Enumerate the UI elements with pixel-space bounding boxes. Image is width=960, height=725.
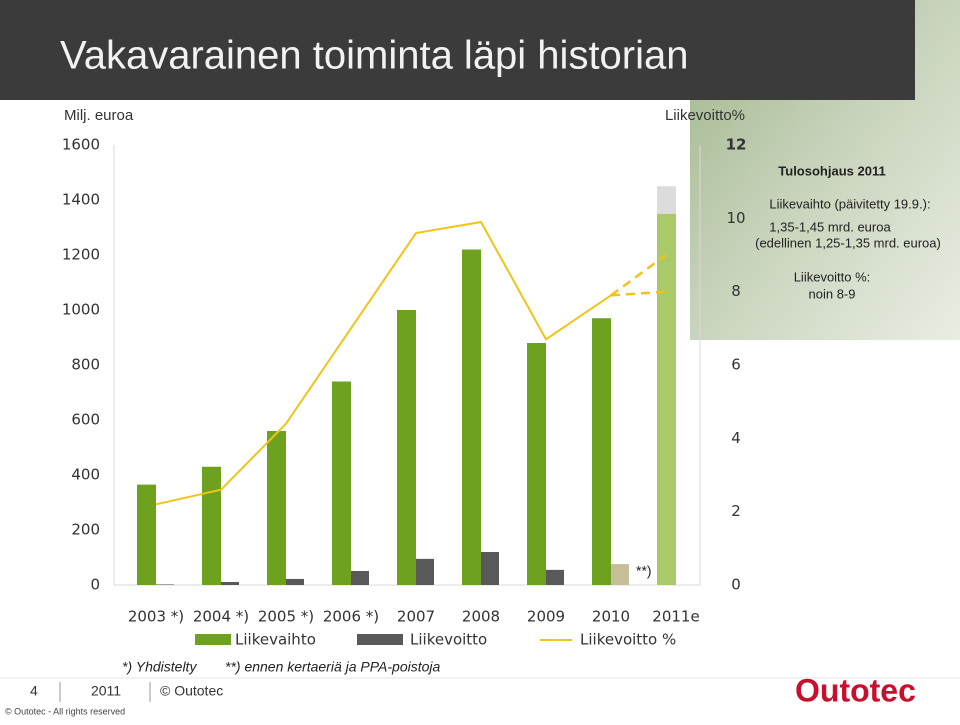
x-tick-label: 2008: [462, 608, 500, 626]
bar: [221, 581, 239, 585]
bar: [397, 310, 416, 585]
y2-tick-label: 0: [731, 576, 741, 594]
bar: [351, 570, 369, 585]
y-label: Milj. euroa: [64, 107, 134, 124]
bar: [156, 584, 174, 585]
line: [155, 220, 612, 506]
footer-copyright: © Outotec: [160, 683, 223, 699]
footnote: *) Yhdistelty: [122, 659, 197, 675]
y2-tick-label: 8: [731, 282, 741, 300]
y2-tick-label: 2: [731, 502, 741, 520]
bar: [202, 466, 221, 585]
bar: [592, 318, 611, 585]
legend-swatch: [195, 634, 231, 645]
guidance-text: 1,35-1,45 mrd. euroa: [769, 219, 891, 234]
bar: [462, 249, 481, 585]
y-tick-label: 800: [71, 356, 100, 374]
y2-tick-label: 4: [731, 429, 741, 447]
x-tick-label: 2006 *): [323, 608, 379, 626]
title: Vakavarainen toiminta läpi historian: [60, 34, 689, 78]
x-tick-label: 2004 *): [193, 608, 249, 626]
page-number: 4: [30, 683, 38, 699]
title-bar: [0, 0, 915, 100]
y-tick-label: 1000: [62, 301, 100, 319]
rights: © Outotec - All rights reserved: [5, 706, 125, 716]
guidance-box: Tulosohjaus 2011 Liikevaihto (päivitetty…: [755, 163, 941, 301]
title-gap: [0, 100, 690, 140]
bar: [286, 578, 304, 585]
legend-label: Liikevoitto %: [580, 631, 676, 649]
bar: [332, 381, 351, 585]
legend-swatch: [357, 634, 403, 645]
forecast-line: [610, 290, 667, 297]
bar: [267, 431, 286, 585]
guidance-text: Liikevoitto %:: [794, 269, 871, 284]
annotation: **): [636, 563, 652, 579]
y2-tick-label: 12: [726, 136, 747, 154]
x-tick-label: 2009: [527, 608, 565, 626]
x-tick-label: 2011e: [652, 608, 699, 626]
guidance-text: (edellinen 1,25-1,35 mrd. euroa): [755, 235, 941, 250]
x-tick-label: 2007: [397, 608, 435, 626]
bar: [416, 558, 434, 585]
bar: [527, 343, 546, 585]
bar: [611, 564, 629, 585]
footnote: **) ennen kertaeriä ja PPA-poistoja: [225, 659, 441, 675]
y-tick-label: 0: [90, 576, 100, 594]
y-tick-label: 200: [71, 521, 100, 539]
y-tick-label: 1600: [62, 136, 100, 154]
forecast-line: [610, 253, 667, 297]
y2-tick-label: 10: [726, 209, 745, 227]
bar: [546, 569, 564, 585]
bar: [137, 484, 156, 585]
bar: [657, 213, 676, 585]
y2-tick-label: 6: [731, 356, 741, 374]
y-tick-label: 600: [71, 411, 100, 429]
y-tick-label: 1400: [62, 191, 100, 209]
range-bar: [657, 186, 676, 214]
guidance-text: Liikevaihto (päivitetty 19.9.):: [769, 196, 930, 211]
bar: [481, 552, 499, 585]
x-tick-label: 2003 *): [128, 608, 184, 626]
y2-label: Liikevoitto%: [665, 107, 745, 124]
legend-label: Liikevaihto: [235, 631, 316, 649]
y-tick-label: 1200: [62, 246, 100, 264]
y-tick-label: 400: [71, 466, 100, 484]
x-tick-label: 2010: [592, 608, 630, 626]
logo: Outotec: [795, 672, 916, 708]
guidance-title: Tulosohjaus 2011: [778, 163, 885, 178]
legend-label: Liikevoitto: [410, 631, 487, 649]
x-tick-label: 2005 *): [258, 608, 314, 626]
footer-year: 2011: [91, 683, 121, 699]
guidance-text: noin 8-9: [809, 286, 856, 301]
